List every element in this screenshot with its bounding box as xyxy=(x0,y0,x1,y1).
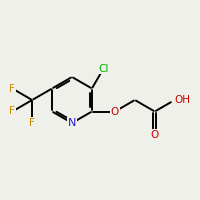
Text: Cl: Cl xyxy=(98,64,109,74)
Text: F: F xyxy=(29,118,35,128)
Text: O: O xyxy=(151,130,159,140)
Text: O: O xyxy=(111,107,119,116)
Text: F: F xyxy=(9,84,15,94)
Text: F: F xyxy=(9,106,15,116)
Text: N: N xyxy=(68,118,76,128)
Text: OH: OH xyxy=(175,95,191,105)
